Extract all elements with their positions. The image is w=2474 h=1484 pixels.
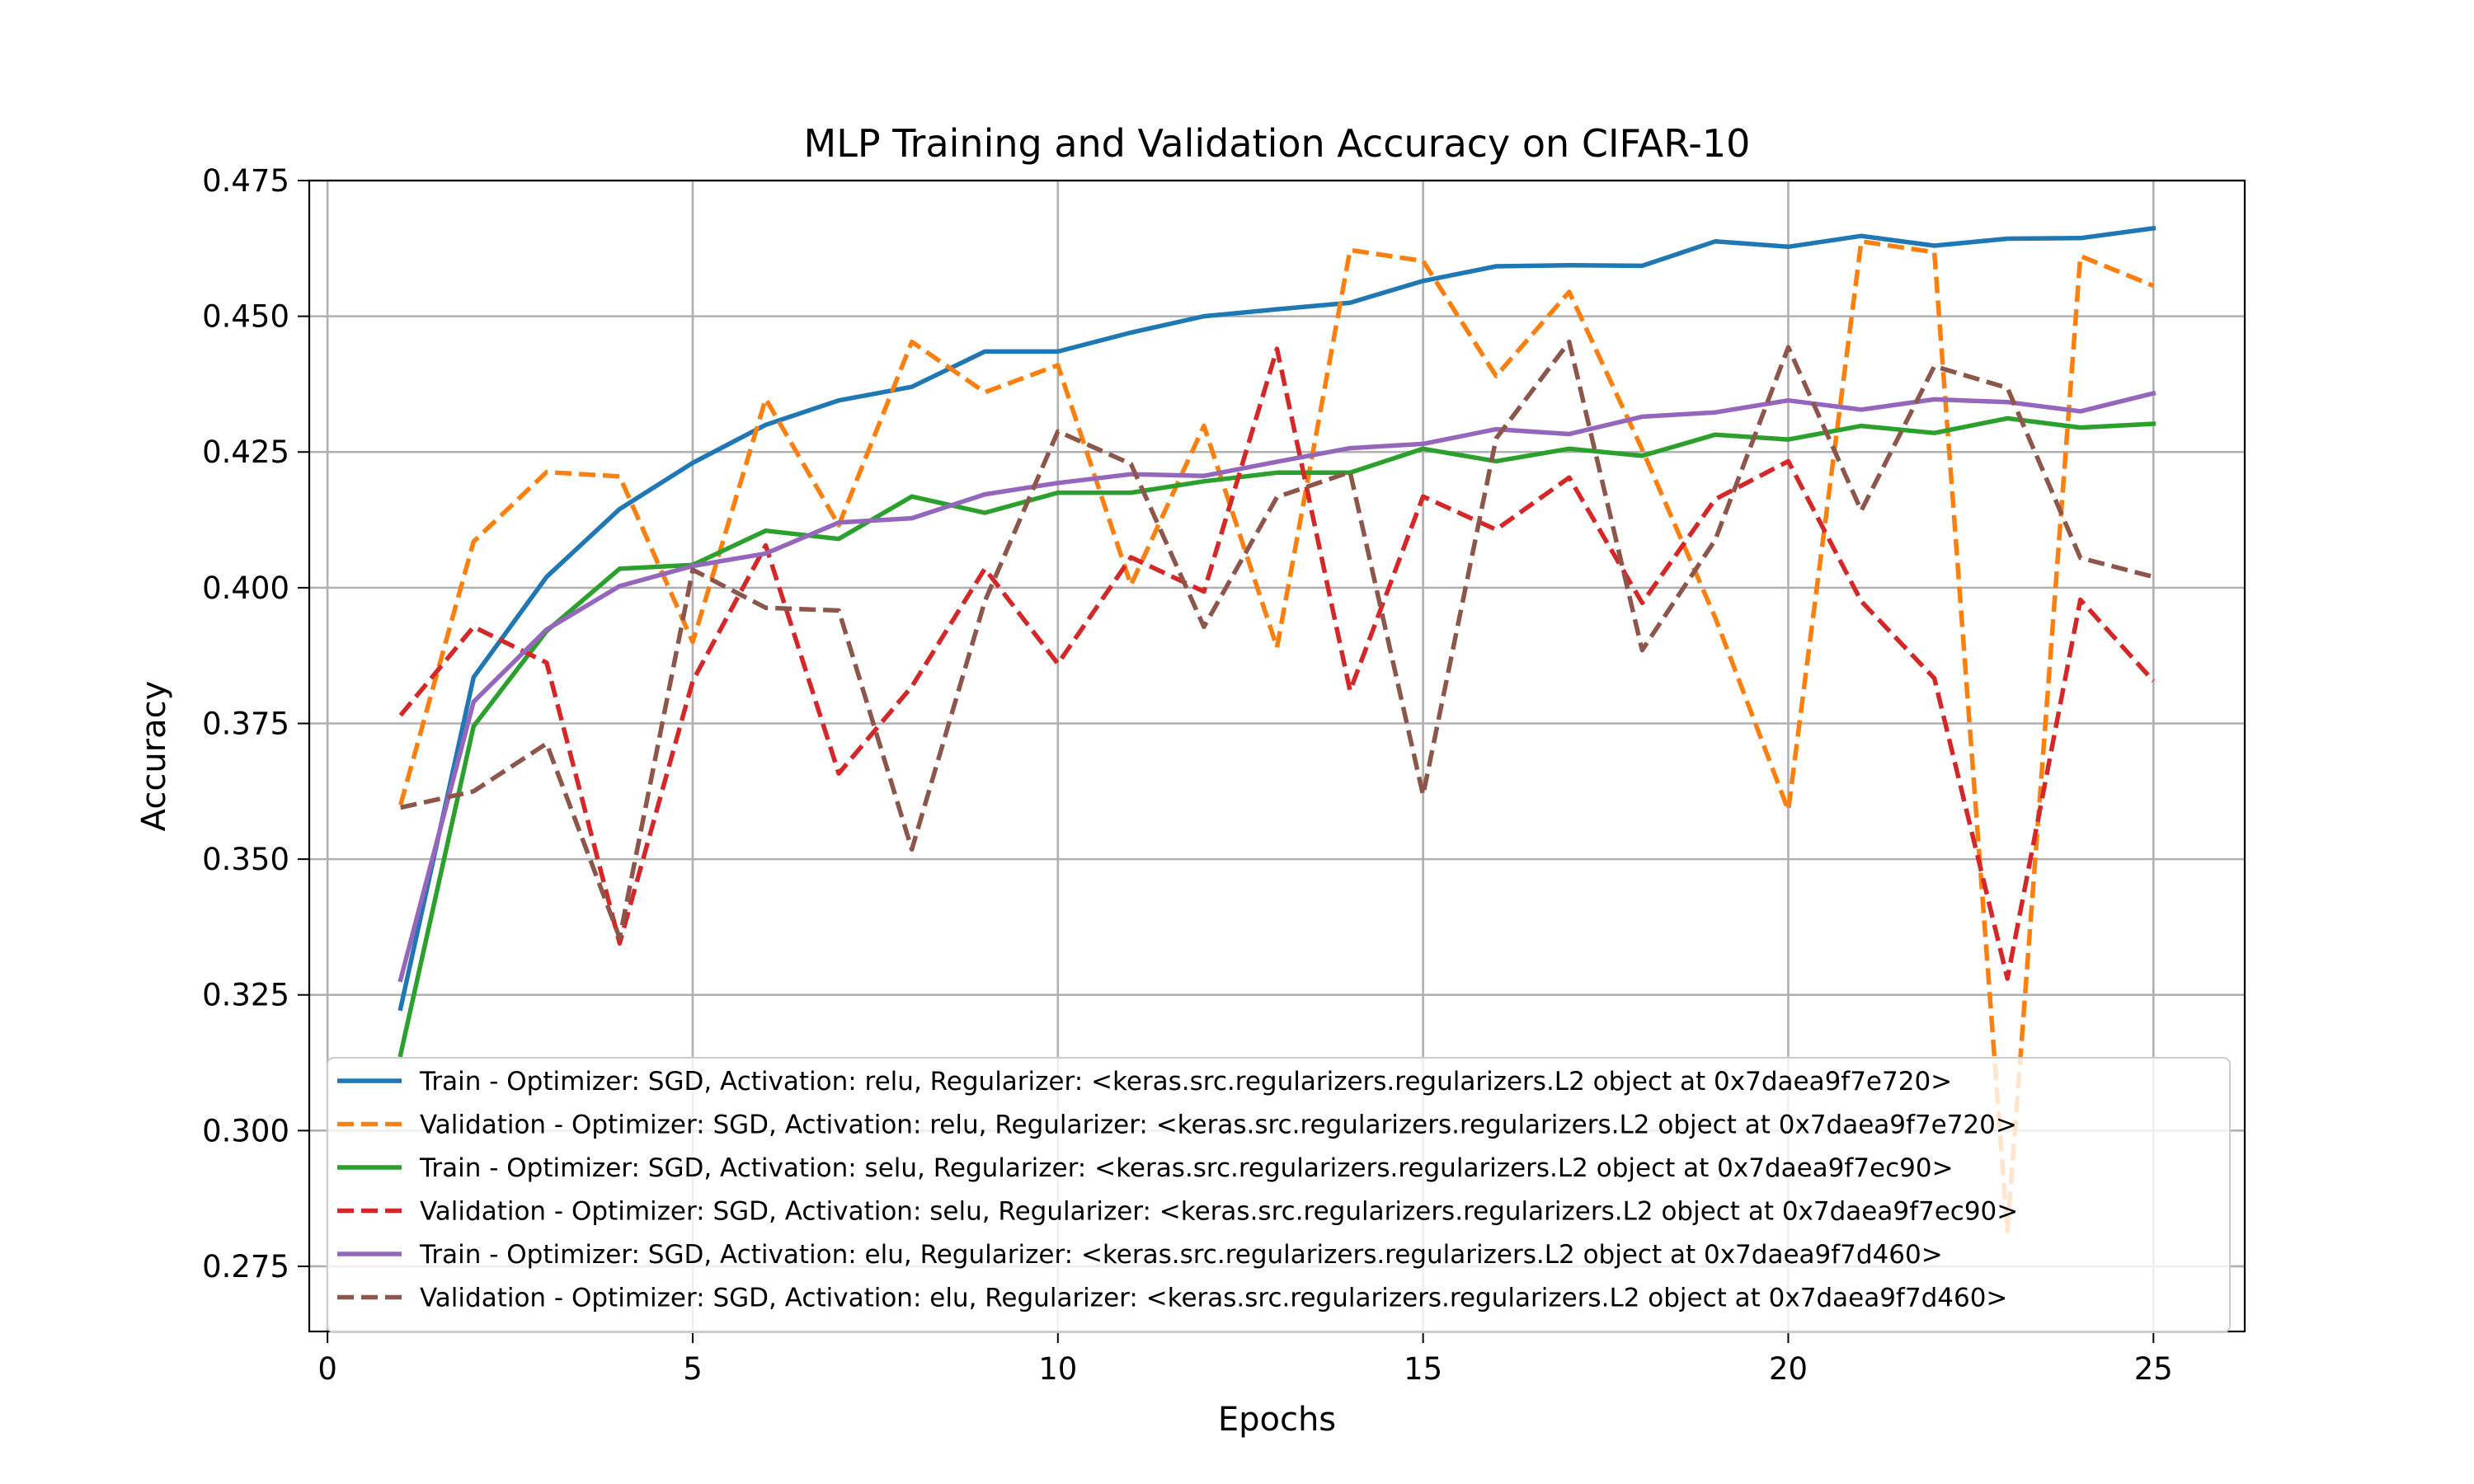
y-tick-label: 0.325	[202, 978, 289, 1013]
y-tick-label: 0.425	[202, 434, 289, 470]
x-tick-label: 10	[1038, 1351, 1077, 1387]
legend-entry-5: Validation - Optimizer: SGD, Activation:…	[420, 1284, 2007, 1313]
y-tick-label: 0.450	[202, 299, 289, 335]
x-tick-label: 15	[1404, 1351, 1442, 1387]
legend: Train - Optimizer: SGD, Activation: relu…	[327, 1057, 2231, 1333]
y-tick-label: 0.275	[202, 1249, 289, 1284]
x-tick-label: 5	[683, 1351, 703, 1387]
legend-entry-3: Validation - Optimizer: SGD, Activation:…	[420, 1197, 2018, 1227]
series-line-3	[398, 346, 2156, 981]
series-line-4	[397, 390, 2157, 983]
x-tick-label: 20	[1769, 1351, 1808, 1387]
y-tick-label: 0.400	[202, 571, 289, 606]
series-line-0	[397, 225, 2157, 1012]
legend-entry-2: Train - Optimizer: SGD, Activation: selu…	[419, 1153, 1954, 1183]
x-tick-label: 0	[317, 1351, 337, 1387]
x-axis: 0 5 10 15 20 25	[317, 1331, 2173, 1387]
y-axis: 0.275 0.300 0.325 0.350 0.375 0.400 0.425 0.450…	[202, 163, 309, 1284]
series-line-5	[400, 339, 2154, 941]
legend-box	[327, 1057, 2231, 1333]
series-layer	[397, 225, 2157, 1233]
series-line-1	[398, 239, 2155, 1233]
chart-title: MLP Training and Validation Accuracy on …	[804, 121, 1751, 166]
y-tick-label: 0.300	[202, 1113, 289, 1148]
y-tick-label: 0.475	[202, 163, 289, 199]
legend-entry-0: Train - Optimizer: SGD, Activation: relu…	[419, 1067, 1952, 1097]
legend-entry-4: Train - Optimizer: SGD, Activation: elu,…	[419, 1240, 1943, 1270]
y-tick-label: 0.375	[202, 706, 289, 741]
y-axis-label: Accuracy	[135, 681, 173, 832]
x-axis-label: Epochs	[1218, 1401, 1336, 1439]
y-tick-label: 0.350	[202, 842, 289, 877]
legend-entry-1: Validation - Optimizer: SGD, Activation:…	[420, 1111, 2017, 1140]
x-tick-label: 25	[2134, 1351, 2173, 1387]
